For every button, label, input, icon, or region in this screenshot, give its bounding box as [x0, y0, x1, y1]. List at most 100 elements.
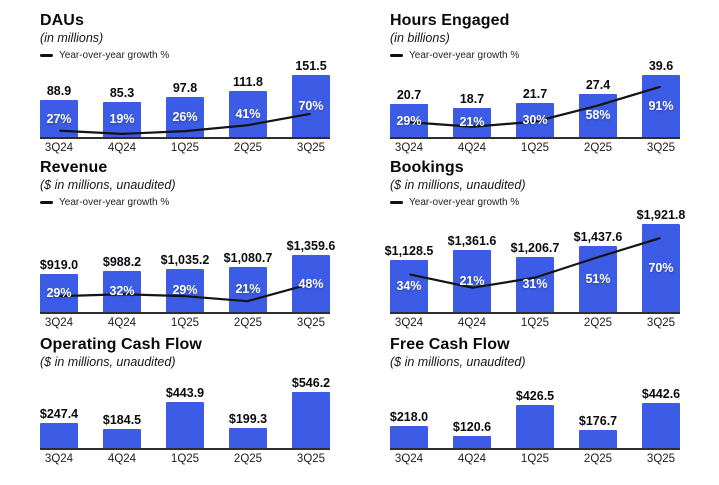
x-axis-label: 1Q25: [520, 142, 550, 154]
bar: $1,206.7 31%: [511, 241, 559, 312]
bar-value-label: $1,437.6: [573, 230, 623, 245]
bar: 97.8 26%: [166, 81, 204, 137]
bar: $442.6: [642, 387, 680, 448]
bar: $120.6: [453, 420, 491, 448]
legend-label: Year-over-year growth %: [409, 49, 520, 61]
bar: $247.4: [40, 407, 78, 448]
chart-title: Revenue: [40, 159, 108, 176]
chart-subtitle: ($ in millions, unaudited): [40, 355, 176, 369]
chart-legend: Year-over-year growth %: [40, 49, 330, 61]
chart-plot: $247.4 $184.5 $443.9 $199.3 $546.2: [40, 376, 330, 448]
chart-panel: Revenue ($ in millions, unaudited) Year-…: [39, 159, 335, 331]
chart-legend: Year-over-year growth %: [390, 49, 680, 61]
bar-value-label: $1,128.5: [384, 244, 434, 259]
bar: $1,921.8 70%: [637, 208, 685, 312]
x-axis: 3Q24 4Q24 1Q25 2Q25 3Q25: [390, 312, 680, 329]
growth-label: 32%: [109, 284, 135, 299]
x-axis: 3Q24 4Q24 1Q25 2Q25 3Q25: [40, 312, 330, 329]
x-axis-label: 3Q24: [394, 317, 424, 329]
growth-label: 51%: [585, 272, 611, 287]
x-axis: 3Q24 4Q24 1Q25 2Q25 3Q25: [40, 448, 330, 465]
x-axis-label: 2Q25: [583, 317, 613, 329]
chart-subtitle: ($ in millions, unaudited): [390, 355, 526, 369]
growth-line-legend-icon: [390, 53, 403, 57]
x-axis: 3Q24 4Q24 1Q25 2Q25 3Q25: [40, 137, 330, 154]
chart-subtitle: (in millions): [40, 31, 104, 45]
bar: $546.2: [292, 376, 330, 448]
x-axis-label: 4Q24: [457, 317, 487, 329]
bar-value-label: 151.5: [295, 58, 327, 73]
bar-value-label: $426.5: [515, 388, 555, 403]
growth-label: 70%: [298, 98, 324, 113]
bar: $1,359.6 48%: [287, 239, 335, 312]
bar-value-label: 111.8: [233, 74, 263, 89]
bar-value-label: $1,035.2: [160, 252, 210, 267]
x-axis-label: 2Q25: [233, 317, 263, 329]
bar: $443.9: [166, 386, 204, 448]
x-axis-label: 2Q25: [233, 142, 263, 154]
growth-label: 29%: [46, 285, 72, 300]
growth-line-legend-icon: [390, 200, 403, 204]
growth-label: 26%: [172, 109, 198, 124]
bar-value-label: 85.3: [109, 85, 135, 100]
growth-label: 34%: [396, 279, 422, 294]
chart-legend: Year-over-year growth %: [390, 196, 680, 208]
x-axis-label: 3Q24: [44, 317, 74, 329]
growth-label: 58%: [585, 108, 611, 123]
bar-value-label: $247.4: [39, 406, 79, 421]
chart-plot: $919.0 29% $988.2 32% $1,035.2 29% $1,080.7 21%…: [39, 222, 335, 312]
x-axis-label: 3Q25: [296, 317, 326, 329]
growth-label: 41%: [235, 106, 261, 121]
growth-label: 21%: [459, 115, 485, 130]
bar-value-label: 21.7: [522, 86, 548, 101]
chart-legend: Year-over-year growth %: [40, 196, 330, 208]
bar-value-label: 88.9: [46, 84, 72, 99]
bar: $218.0: [390, 410, 428, 448]
chart-title: Bookings: [390, 159, 464, 176]
x-axis-label: 4Q24: [457, 142, 487, 154]
bar: $199.3: [229, 412, 267, 448]
bar-value-label: $184.5: [102, 413, 142, 428]
x-axis-label: 1Q25: [170, 142, 200, 154]
x-axis-label: 3Q24: [394, 453, 424, 465]
bar: $988.2 32%: [103, 255, 141, 312]
x-axis-label: 2Q25: [583, 142, 613, 154]
bar-value-label: 27.4: [585, 77, 611, 92]
legend-label: Year-over-year growth %: [409, 196, 520, 208]
chart-subtitle: (in billions): [390, 31, 450, 45]
chart-plot: $218.0 $120.6 $426.5 $176.7 $442.6: [390, 387, 680, 448]
bar-value-label: 39.6: [648, 58, 674, 73]
growth-label: 21%: [459, 273, 485, 288]
x-axis-label: 3Q24: [394, 142, 424, 154]
chart-panel: Free Cash Flow ($ in millions, unaudited…: [390, 336, 680, 484]
chart-subtitle: ($ in millions, unaudited): [390, 178, 526, 192]
growth-label: 19%: [109, 112, 135, 127]
growth-label: 21%: [235, 282, 261, 297]
bar-value-label: 97.8: [172, 80, 198, 95]
growth-label: 31%: [522, 277, 548, 292]
bar-value-label: 18.7: [459, 91, 485, 106]
bar-value-label: $919.0: [39, 257, 79, 272]
chart-panel: Operating Cash Flow ($ in millions, unau…: [40, 336, 330, 484]
bar-value-label: $443.9: [165, 386, 205, 401]
bar: $426.5: [516, 389, 554, 448]
bar-value-label: $988.2: [102, 254, 142, 269]
x-axis: 3Q24 4Q24 1Q25 2Q25 3Q25: [390, 137, 680, 154]
bar-value-label: $1,080.7: [223, 250, 273, 265]
bar: 85.3 19%: [103, 86, 141, 137]
bar: $1,437.6 51%: [574, 230, 622, 312]
legend-label: Year-over-year growth %: [59, 49, 170, 61]
bar: 88.9 27%: [40, 84, 78, 137]
bar: 20.7 29%: [390, 88, 428, 137]
bar-value-label: $442.6: [641, 386, 681, 401]
x-axis-label: 3Q25: [646, 317, 676, 329]
chart-subtitle: ($ in millions, unaudited): [40, 178, 176, 192]
growth-label: 29%: [172, 283, 198, 298]
x-axis-label: 1Q25: [170, 453, 200, 465]
bar-value-label: $218.0: [389, 409, 429, 424]
x-axis-label: 3Q25: [646, 142, 676, 154]
growth-label: 70%: [648, 261, 674, 276]
bar-value-label: $199.3: [228, 411, 268, 426]
chart-panel: Hours Engaged (in billions) Year-over-ye…: [390, 12, 680, 154]
